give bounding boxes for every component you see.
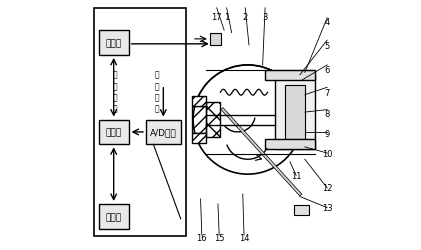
Text: 5: 5 bbox=[325, 42, 330, 50]
Bar bbox=[192, 96, 205, 106]
Text: 11: 11 bbox=[291, 171, 301, 180]
FancyBboxPatch shape bbox=[99, 31, 128, 56]
FancyBboxPatch shape bbox=[99, 120, 128, 145]
Text: 17: 17 bbox=[211, 13, 222, 22]
Bar bbox=[94, 9, 186, 236]
Text: 脉
冲
信
号: 脉 冲 信 号 bbox=[113, 70, 117, 113]
Text: 1: 1 bbox=[224, 13, 229, 22]
Bar bbox=[192, 106, 205, 134]
Text: 14: 14 bbox=[239, 233, 249, 242]
Text: 10: 10 bbox=[322, 149, 333, 158]
Text: 控制器: 控制器 bbox=[106, 128, 122, 137]
Text: 15: 15 bbox=[214, 233, 224, 242]
Text: 位
移
信
号: 位 移 信 号 bbox=[155, 70, 160, 113]
FancyBboxPatch shape bbox=[210, 34, 221, 46]
Text: 12: 12 bbox=[322, 184, 333, 192]
Text: 6: 6 bbox=[325, 66, 330, 75]
FancyBboxPatch shape bbox=[146, 120, 181, 145]
Bar bbox=[275, 76, 315, 150]
Text: 13: 13 bbox=[322, 203, 333, 212]
Text: 4: 4 bbox=[325, 18, 330, 27]
Text: 3: 3 bbox=[262, 13, 268, 22]
Text: 驱动器: 驱动器 bbox=[106, 39, 122, 48]
Bar bbox=[294, 205, 309, 215]
Text: 2: 2 bbox=[242, 13, 248, 22]
FancyBboxPatch shape bbox=[99, 204, 128, 229]
Bar bbox=[265, 140, 315, 150]
Text: 7: 7 bbox=[325, 88, 330, 97]
Bar bbox=[192, 134, 205, 143]
Text: A/D模块: A/D模块 bbox=[150, 128, 177, 137]
Text: 8: 8 bbox=[325, 110, 330, 118]
Text: 9: 9 bbox=[325, 129, 330, 138]
Text: 16: 16 bbox=[197, 233, 207, 242]
Bar bbox=[265, 70, 315, 81]
Bar bbox=[285, 86, 305, 140]
Bar bbox=[205, 103, 221, 137]
Text: 上位机: 上位机 bbox=[106, 212, 122, 221]
